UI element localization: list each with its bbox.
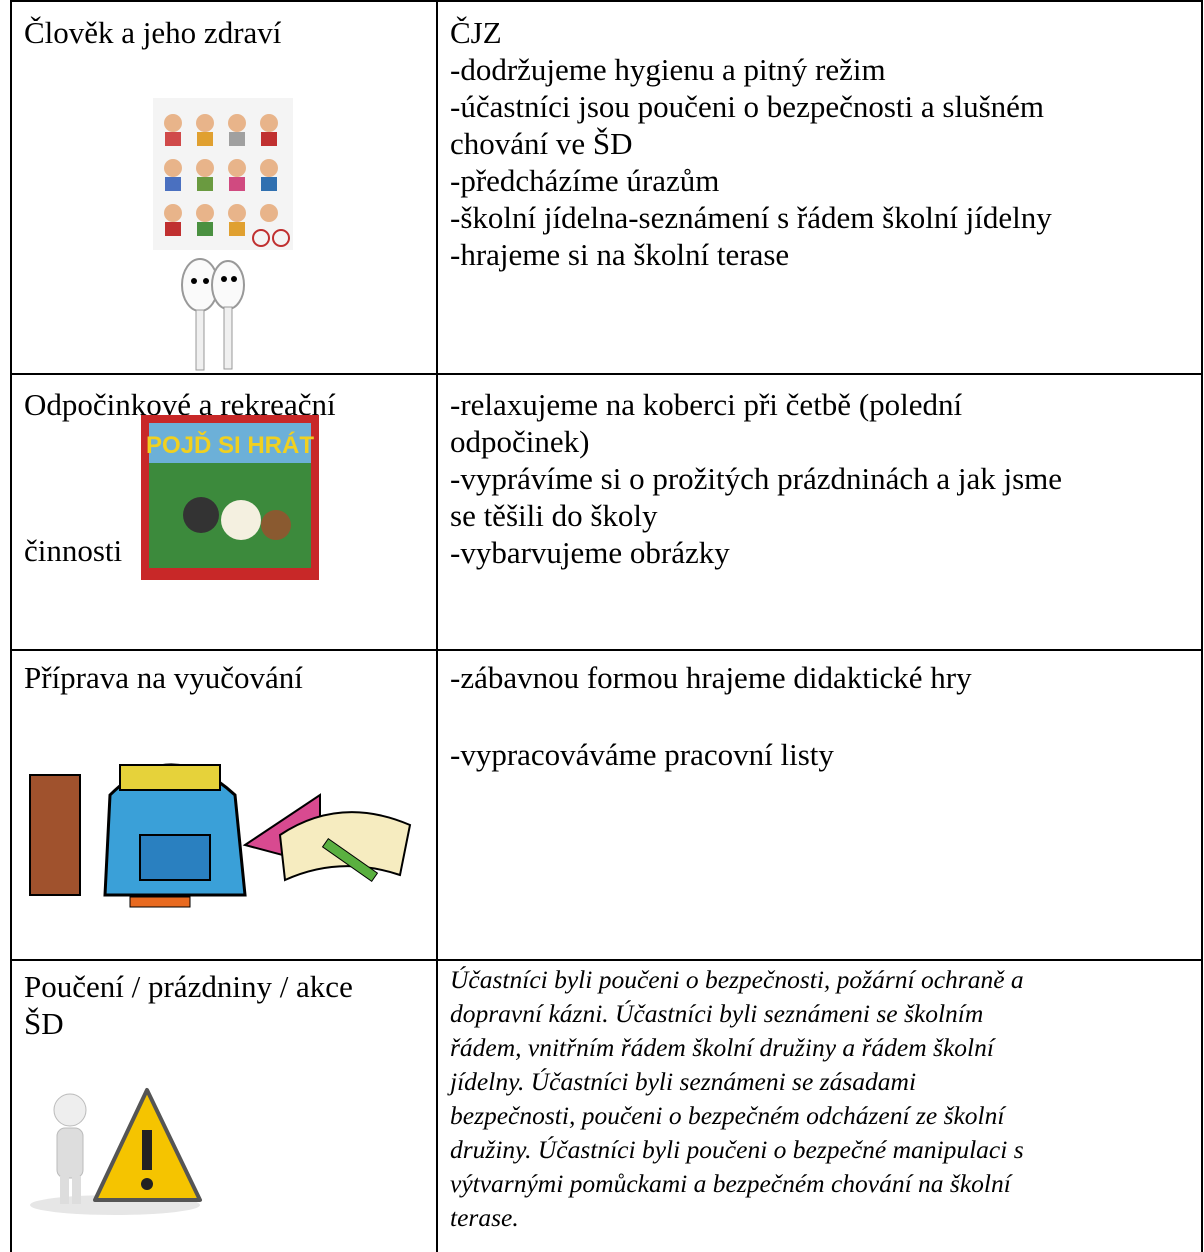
text: ČJZ <box>450 15 502 50</box>
row-content: ČJZ -dodržujeme hygienu a pitný režim -ú… <box>450 14 1052 273</box>
text: činnosti <box>24 533 123 568</box>
text: -vypracováváme pracovní listy <box>450 737 834 772</box>
border <box>436 0 438 1252</box>
row-content: -zábavnou formou hrajeme didaktické hry … <box>450 659 972 773</box>
warning-image <box>30 1088 202 1215</box>
text: bezpečnosti, poučeni o bezpečném odcháze… <box>450 1101 1005 1130</box>
border <box>10 649 1203 651</box>
text: -vyprávíme si o prožitých prázdninách a … <box>450 461 1063 496</box>
border <box>10 0 12 1252</box>
game-box-image: POJĎ SI HRÁT <box>141 415 319 580</box>
text: Člověk a jeho zdraví <box>24 15 282 50</box>
kids-image <box>153 98 293 250</box>
border <box>10 959 1203 961</box>
svg-text:POJĎ SI HRÁT: POJĎ SI HRÁT <box>146 431 314 459</box>
text: jídelny. Účastníci byli seznámeni se zás… <box>450 1067 917 1096</box>
row-label: Člověk a jeho zdraví <box>24 14 281 51</box>
text: -vybarvujeme obrázky <box>450 535 730 570</box>
text: Poučení / prázdniny / akce <box>24 969 353 1004</box>
text: dopravní kázni. Účastníci byli seznámeni… <box>450 999 984 1028</box>
text: chování ve ŠD <box>450 126 633 161</box>
cutlery-image <box>181 258 245 371</box>
border <box>10 373 1203 375</box>
text: -hrajeme si na školní terase <box>450 237 790 272</box>
row-label: Příprava na vyučování <box>24 659 303 696</box>
border <box>10 0 1203 2</box>
border <box>1201 0 1203 1252</box>
text: -dodržujeme hygienu a pitný režim <box>450 52 886 87</box>
text: Příprava na vyučování <box>24 660 303 695</box>
text: -relaxujeme na koberci při četbě (poledn… <box>450 387 963 422</box>
backpack-image <box>29 763 412 908</box>
row-label: činnosti <box>24 532 122 569</box>
text: řádem, vnitřním řádem školní družiny a ř… <box>450 1033 994 1062</box>
text: -školní jídelna-seznámení s řádem školní… <box>450 200 1052 235</box>
text: se těšili do školy <box>450 498 658 533</box>
text: -předcházíme úrazům <box>450 163 720 198</box>
text: Účastníci byli poučeni o bezpečnosti, po… <box>450 965 1024 994</box>
text: odpočinek) <box>450 424 590 459</box>
text: terase. <box>450 1203 519 1232</box>
text: -účastníci jsou poučeni o bezpečnosti a … <box>450 89 1045 124</box>
row-content: -relaxujeme na koberci při četbě (poledn… <box>450 386 1062 571</box>
row-label: Poučení / prázdniny / akce ŠD <box>24 968 353 1042</box>
text: -zábavnou formou hrajeme didaktické hry <box>450 660 972 695</box>
text: výtvarnými pomůckami a bezpečném chování… <box>450 1169 1011 1198</box>
text: družiny. Účastníci byli poučeni o bezpeč… <box>450 1135 1024 1164</box>
row-content: Účastníci byli poučeni o bezpečnosti, po… <box>450 963 1024 1235</box>
text: ŠD <box>24 1006 64 1041</box>
